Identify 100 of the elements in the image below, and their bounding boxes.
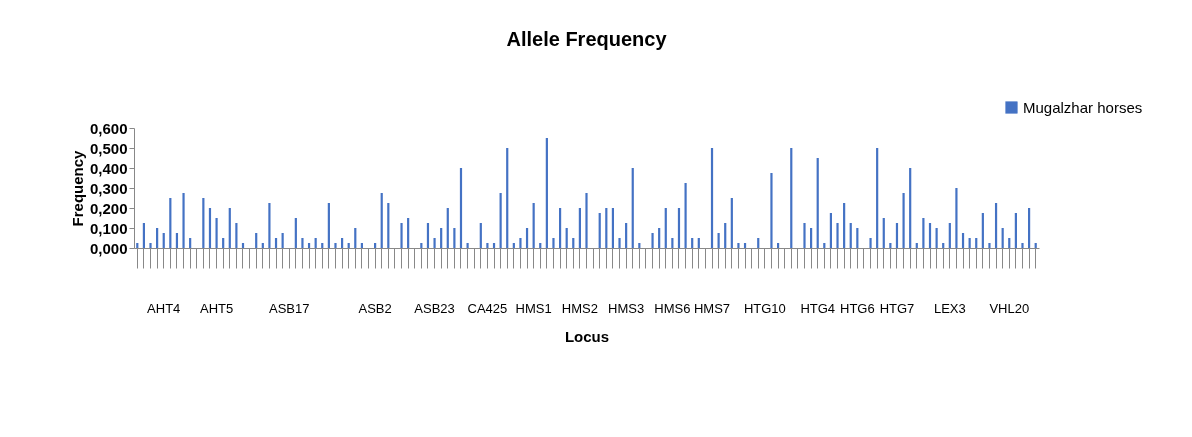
x-tick-label: AHT4 (147, 300, 181, 316)
bar (684, 183, 687, 248)
bar (876, 148, 879, 248)
bar (274, 238, 278, 248)
y-tick-label: 0,400 (89, 159, 128, 177)
bar (294, 218, 297, 248)
bar (935, 228, 938, 248)
x-tick-label: ASB17 (269, 300, 310, 316)
bar (360, 243, 363, 248)
bar (691, 238, 694, 248)
x-tick-label: HMS3 (608, 300, 645, 316)
bar (261, 243, 264, 248)
bar (492, 243, 496, 248)
bar (975, 238, 978, 248)
bar (677, 208, 681, 248)
bar (255, 233, 258, 248)
legend-label: Mugalzhar horses (1023, 98, 1143, 116)
bar (697, 238, 700, 248)
bar (717, 233, 720, 248)
bar (836, 223, 839, 248)
bar (149, 243, 152, 248)
bar (961, 233, 965, 248)
bar (724, 223, 727, 248)
bar (895, 223, 899, 248)
x-tick-label: ASB2 (358, 300, 392, 316)
bar (757, 238, 760, 248)
bar (710, 148, 714, 248)
bar (400, 223, 403, 248)
y-tick-label: 0,300 (89, 179, 128, 197)
bar (189, 238, 192, 248)
bar (915, 243, 918, 248)
bar (314, 238, 317, 248)
bar (208, 208, 212, 248)
bar (545, 138, 548, 248)
bar (440, 228, 443, 248)
bar (136, 243, 139, 248)
bar (354, 228, 357, 248)
bar (387, 203, 390, 248)
bar (420, 243, 423, 248)
x-tick-label: CA425 (467, 300, 508, 316)
bar (1001, 228, 1004, 248)
y-tick-label: 0,600 (89, 119, 128, 137)
x-tick-label: HMS6 (654, 300, 691, 316)
bar (321, 243, 324, 248)
bar (525, 228, 529, 248)
bar (228, 208, 231, 248)
bar (942, 243, 945, 248)
bar (235, 223, 238, 248)
bar (909, 168, 912, 248)
bar (578, 208, 581, 248)
bar (1014, 213, 1017, 248)
bar (658, 228, 661, 248)
bar (810, 228, 813, 248)
bar (585, 193, 588, 248)
y-axis-title: Frequency (68, 149, 86, 227)
bar (202, 198, 205, 248)
bar (955, 188, 958, 248)
bar (730, 198, 733, 248)
bar (988, 243, 991, 248)
x-tick-label: HTG7 (879, 300, 915, 316)
bar (532, 203, 535, 248)
x-tick-label: AHT5 (199, 300, 234, 316)
bar (1027, 208, 1031, 248)
bar (340, 238, 344, 248)
bar (156, 228, 159, 248)
bar (922, 218, 925, 248)
bar (889, 243, 892, 248)
bar (347, 243, 350, 248)
bar (446, 208, 449, 248)
bar (241, 243, 245, 248)
bar (1034, 243, 1037, 248)
bar (664, 208, 667, 248)
bar (142, 223, 146, 248)
bar (843, 203, 846, 248)
bar (486, 243, 489, 248)
bar (928, 223, 932, 248)
bar (169, 198, 172, 248)
bar (948, 223, 951, 248)
bar (790, 148, 793, 248)
bar (407, 218, 410, 248)
bar (803, 223, 806, 248)
x-tick-label: HTG4 (800, 300, 836, 316)
chart-title: Allele Frequency (506, 28, 668, 50)
y-tick-label: 0,100 (89, 219, 128, 237)
bar (1008, 238, 1011, 248)
bar (552, 238, 555, 248)
bar (968, 238, 971, 248)
x-tick-label: HMS7 (693, 300, 731, 316)
bar (625, 223, 628, 248)
bar (215, 218, 218, 248)
bar (1021, 243, 1024, 248)
bar (380, 193, 383, 248)
bar (307, 243, 311, 248)
bar (281, 233, 284, 248)
bar (162, 233, 165, 248)
bar (737, 243, 740, 248)
bar (994, 203, 998, 248)
bar (770, 173, 773, 248)
y-tick-label: 0,200 (89, 199, 128, 217)
bar (605, 208, 608, 248)
